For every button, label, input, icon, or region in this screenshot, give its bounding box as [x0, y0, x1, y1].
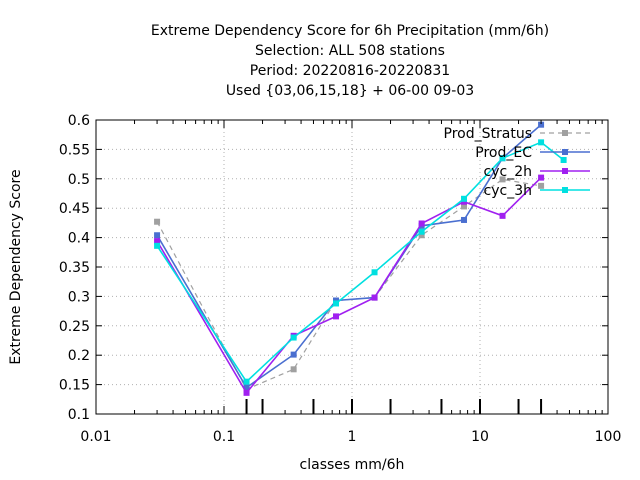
data-point [290, 366, 297, 373]
title-line-3: Period: 20220816-20220831 [250, 63, 450, 79]
y-tick-label: 0.4 [68, 231, 90, 247]
series-lines [154, 121, 567, 396]
data-point [418, 232, 425, 239]
legend-label: Prod_EC [475, 145, 532, 161]
data-point [538, 121, 545, 128]
legend-label: cyc_3h [484, 183, 532, 199]
legend-label: Prod_Stratus [444, 126, 532, 142]
series-Prod_EC [154, 121, 545, 391]
y-axis-label: Extreme Dependency Score [8, 169, 24, 364]
data-point [371, 294, 378, 301]
series-line [156, 178, 542, 391]
gridlines [96, 120, 608, 414]
data-point [538, 174, 545, 181]
data-point [333, 313, 340, 320]
y-tick-label: 0.5 [68, 172, 90, 188]
legend-swatch-point [562, 187, 568, 193]
data-point [499, 155, 506, 162]
legend-swatch-point [562, 149, 568, 155]
y-tick-label: 0.2 [68, 348, 90, 364]
data-point [499, 176, 506, 183]
x-tick-label: 1 [348, 429, 357, 445]
data-point [154, 238, 161, 245]
legend-swatch-point [562, 130, 568, 136]
title-line-2: Selection: ALL 508 stations [255, 43, 445, 59]
series-cyc_3h [154, 139, 567, 385]
y-tick-label: 0.45 [59, 201, 90, 217]
data-point [243, 389, 250, 396]
data-point [461, 216, 468, 223]
x-tick-label: 0.01 [80, 429, 111, 445]
title-line-1: Extreme Dependency Score for 6h Precipit… [151, 23, 549, 39]
y-tick-label: 0.55 [59, 142, 90, 158]
data-point [461, 195, 468, 202]
data-point [499, 212, 506, 219]
data-point [243, 384, 250, 391]
data-point [154, 242, 161, 249]
data-point [290, 351, 297, 358]
data-point [154, 218, 161, 225]
series-line [156, 141, 565, 383]
x-tick-label: 100 [595, 429, 622, 445]
data-point [418, 220, 425, 227]
data-point [243, 378, 250, 385]
chart-title: Extreme Dependency Score for 6h Precipit… [151, 23, 549, 99]
y-tick-label: 0.25 [59, 319, 90, 335]
title-line-4: Used {03,06,15,18} + 06-00 09-03 [226, 83, 474, 99]
data-point [371, 269, 378, 276]
legend-label: cyc_2h [484, 164, 532, 180]
x-axis-label: classes mm/6h [300, 457, 405, 473]
x-tick-label: 0.1 [213, 429, 235, 445]
y-tick-label: 0.1 [68, 407, 90, 423]
legend-swatch-point [562, 168, 568, 174]
series-line [156, 177, 542, 395]
data-point [461, 203, 468, 210]
data-point [560, 156, 567, 163]
class-markers [245, 399, 543, 414]
data-point [538, 139, 545, 146]
legend: Prod_Stratus Prod_EC cyc_2h cyc_3h [444, 126, 590, 199]
data-point [290, 334, 297, 341]
y-tick-label: 0.15 [59, 378, 90, 394]
y-tick-label: 0.3 [68, 289, 90, 305]
data-point [154, 232, 161, 239]
data-point [538, 182, 545, 189]
x-tick-label: 10 [471, 429, 489, 445]
data-point [333, 300, 340, 307]
axis-ticks: 0.1 0.15 0.2 0.25 0.3 0.35 0.4 0.45 0.5 0.55 0.6 0.… [59, 113, 622, 445]
y-tick-label: 0.6 [68, 113, 90, 129]
data-point [418, 228, 425, 235]
y-tick-label: 0.35 [59, 260, 90, 276]
